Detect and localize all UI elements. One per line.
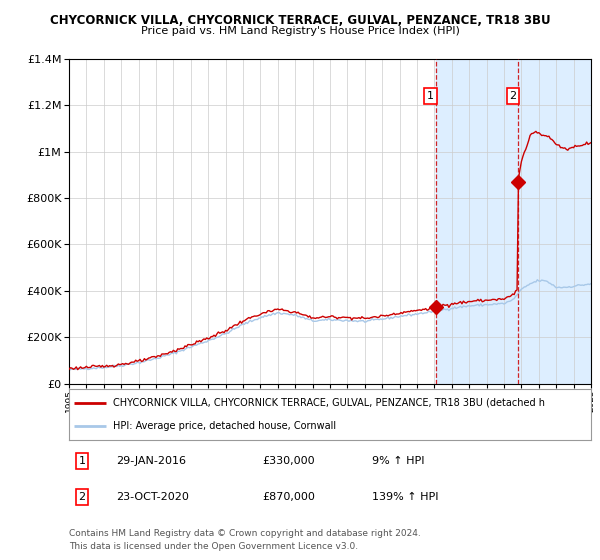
Text: £870,000: £870,000 xyxy=(262,492,315,502)
Text: 2: 2 xyxy=(509,91,517,101)
Text: 23-OCT-2020: 23-OCT-2020 xyxy=(116,492,189,502)
Text: 29-JAN-2016: 29-JAN-2016 xyxy=(116,456,186,466)
Text: HPI: Average price, detached house, Cornwall: HPI: Average price, detached house, Corn… xyxy=(113,421,337,431)
Text: 2: 2 xyxy=(79,492,86,502)
Text: Contains HM Land Registry data © Crown copyright and database right 2024.: Contains HM Land Registry data © Crown c… xyxy=(69,529,421,538)
Text: £330,000: £330,000 xyxy=(262,456,315,466)
Text: CHYCORNICK VILLA, CHYCORNICK TERRACE, GULVAL, PENZANCE, TR18 3BU (detached h: CHYCORNICK VILLA, CHYCORNICK TERRACE, GU… xyxy=(113,398,545,408)
Text: 1: 1 xyxy=(427,91,434,101)
Text: This data is licensed under the Open Government Licence v3.0.: This data is licensed under the Open Gov… xyxy=(69,542,358,550)
Text: 139% ↑ HPI: 139% ↑ HPI xyxy=(372,492,438,502)
Text: 1: 1 xyxy=(79,456,86,466)
Text: 9% ↑ HPI: 9% ↑ HPI xyxy=(372,456,424,466)
Text: Price paid vs. HM Land Registry's House Price Index (HPI): Price paid vs. HM Land Registry's House … xyxy=(140,26,460,36)
Text: CHYCORNICK VILLA, CHYCORNICK TERRACE, GULVAL, PENZANCE, TR18 3BU: CHYCORNICK VILLA, CHYCORNICK TERRACE, GU… xyxy=(50,14,550,27)
Bar xyxy=(436,59,591,384)
